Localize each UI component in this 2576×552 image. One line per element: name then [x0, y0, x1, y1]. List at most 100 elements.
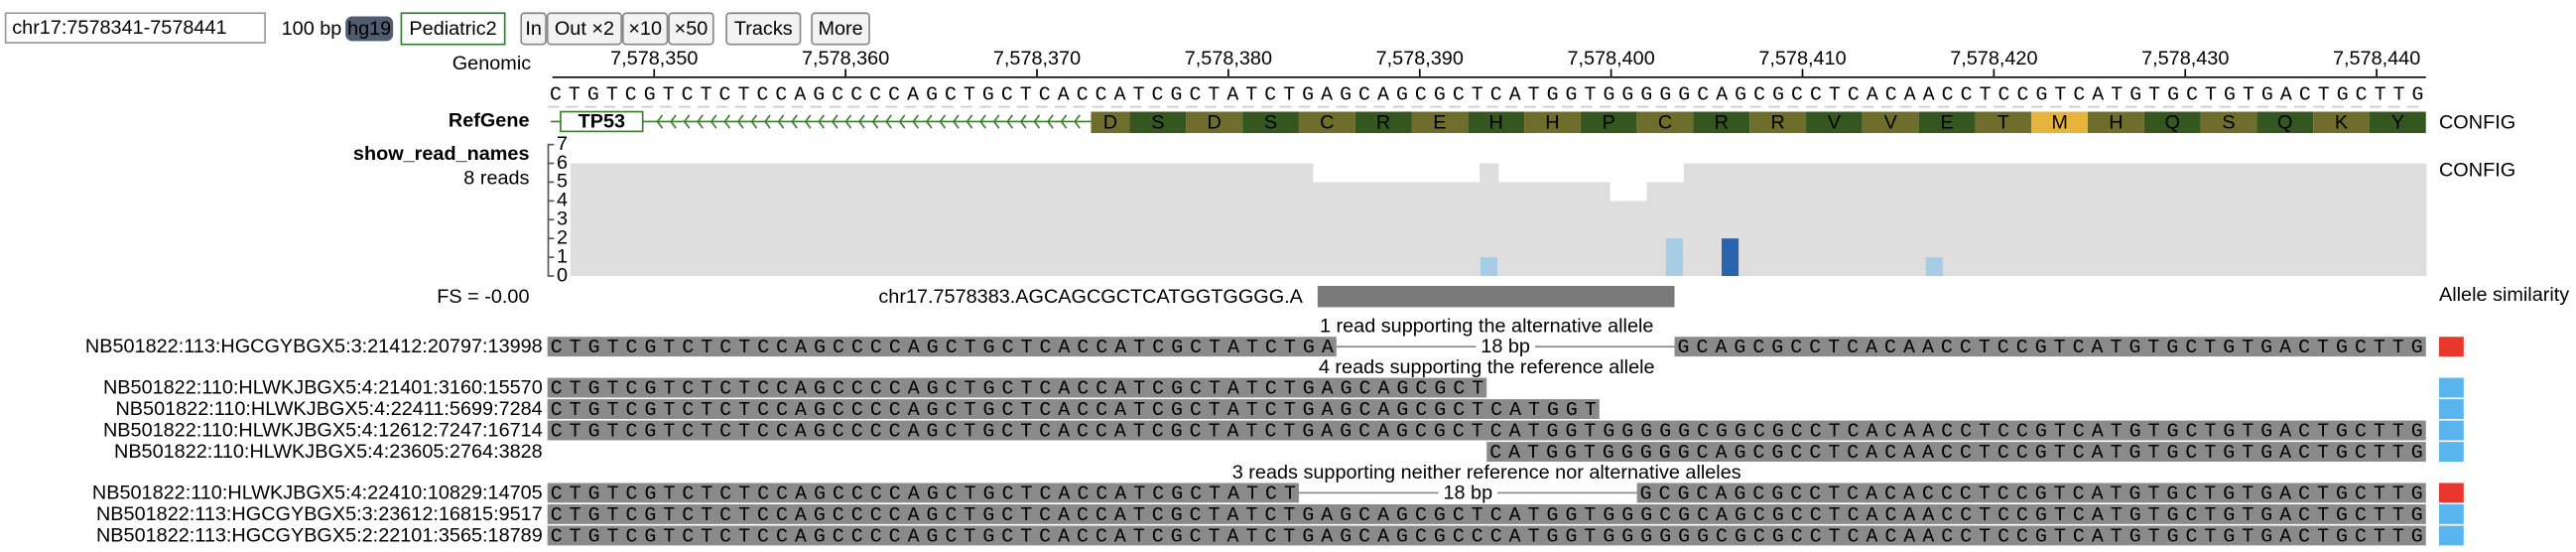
deletion-label: 18 bp — [1481, 336, 1530, 357]
amino-acid-box — [1186, 111, 1243, 134]
ruler-tick-label: 7,578,410 — [1758, 48, 1846, 69]
coverage-bar — [2017, 163, 2037, 276]
coverage-bar — [700, 163, 720, 276]
coverage-bar — [2073, 163, 2093, 276]
strand-chevron — [871, 114, 879, 129]
coverage-bar — [2222, 163, 2242, 276]
coverage-bar — [1757, 163, 1777, 276]
coverage-bar — [2277, 163, 2297, 276]
coverage-bar — [2128, 163, 2148, 276]
strand-chevron — [670, 114, 677, 129]
amino-acid: S — [2222, 111, 2235, 133]
amino-acid-box — [1918, 111, 1976, 134]
strand-chevron — [818, 114, 826, 129]
dataset-text: Pediatric2 — [409, 18, 496, 40]
ruler-tick-label: 7,578,400 — [1567, 48, 1654, 69]
group-title: 1 read supporting the alternative allele — [1320, 316, 1653, 338]
config-link[interactable]: CONFIG — [2439, 111, 2515, 133]
amino-acid: M — [2051, 111, 2068, 133]
amino-acid-box — [2313, 111, 2370, 134]
amino-acid: E — [1433, 111, 1446, 133]
amino-acid-box — [2143, 111, 2201, 134]
coverage-bar — [1461, 182, 1481, 276]
toolbar-button[interactable] — [520, 12, 547, 46]
read-name: NB501822:113:HGCGYBGX5:3:23612:16815:951… — [96, 503, 543, 525]
strand-chevron — [898, 114, 906, 129]
toolbar-button[interactable] — [621, 12, 669, 46]
coverage-bar — [1776, 163, 1796, 276]
coverage-bar — [1794, 163, 1815, 276]
gene-box — [560, 110, 644, 133]
coverage-bar — [1034, 163, 1054, 276]
coverage-bar — [1015, 163, 1036, 276]
coverage-bar — [2351, 163, 2372, 276]
coverage-bar — [682, 163, 702, 276]
coverage-bar — [2054, 163, 2075, 276]
allele-similarity — [2438, 337, 2464, 357]
coverage-bar — [2240, 163, 2260, 276]
coverage-bar — [830, 163, 850, 276]
amino-acid: H — [1545, 111, 1559, 133]
coverage-bar — [996, 163, 1017, 276]
locus-text: chr17:7578341-7578441 — [12, 17, 226, 39]
toolbar-button[interactable] — [668, 12, 714, 46]
coverage-bar — [644, 163, 665, 276]
amino-acid-box — [1524, 111, 1581, 134]
strand-chevron — [764, 114, 771, 129]
toolbar-button[interactable] — [546, 12, 622, 46]
coverage-bar — [1516, 182, 1536, 276]
coverage-bar — [2036, 163, 2056, 276]
coverage-bar — [1962, 163, 1982, 276]
read-name: NB501822:110:HLWKJBGX5:4:21401:3160:1557… — [103, 377, 543, 399]
amino-acid: R — [1715, 111, 1729, 133]
amino-acid-box — [1298, 111, 1355, 134]
coverage-tick-label: 0 — [557, 264, 568, 286]
coverage-bar — [1553, 182, 1574, 276]
ruler-tick-label: 7,578,380 — [1185, 48, 1272, 69]
strand-chevron — [777, 114, 785, 129]
amino-acid-box — [1636, 111, 1694, 134]
coverage-bar — [941, 163, 962, 276]
coverage-bar — [2258, 163, 2278, 276]
allele-similarity — [2438, 377, 2464, 398]
amino-acid-box — [1468, 111, 1525, 134]
read-segment — [547, 377, 1487, 398]
coverage-bar — [1238, 163, 1258, 276]
coverage-bar — [1906, 163, 1926, 276]
read-name: NB501822:113:HGCGYBGX5:2:22101:3565:1878… — [96, 525, 543, 547]
amino-acid-box — [1354, 111, 1412, 134]
read-name: NB501822:110:HLWKJBGX5:4:22411:5699:7284 — [115, 398, 542, 420]
read-segment — [547, 483, 1299, 503]
config-link[interactable]: CONFIG — [2439, 159, 2515, 181]
allele-similarity — [2438, 483, 2464, 503]
strand-chevron — [709, 114, 717, 129]
coverage-bar — [1832, 163, 1852, 276]
allele-similarity — [2438, 525, 2464, 546]
coverage-bar — [1868, 163, 1889, 276]
coverage-bar — [1627, 201, 1648, 276]
coverage-bar — [1350, 182, 1369, 276]
ruler-tick-label: 7,578,420 — [1950, 48, 2037, 69]
coverage-bar — [588, 163, 608, 276]
toolbar-button[interactable] — [725, 12, 802, 46]
read-name: NB501822:110:HLWKJBGX5:4:12612:7247:1671… — [103, 420, 543, 442]
read-segment — [547, 399, 1600, 419]
mismatch-bar — [1665, 238, 1683, 276]
refgene-label: RefGene — [449, 110, 530, 132]
amino-acid: H — [2109, 111, 2123, 133]
coverage-bar — [1108, 163, 1128, 276]
allele-similarity — [2438, 399, 2464, 419]
amino-acid: D — [1103, 111, 1117, 133]
coverage-bar — [1998, 163, 2019, 276]
amino-acid: S — [1264, 111, 1277, 133]
read-segment — [547, 504, 2426, 524]
toolbar-button[interactable] — [811, 12, 870, 46]
locus-input[interactable] — [4, 12, 266, 44]
read-name: NB501822:113:HGCGYBGX5:3:21412:20797:139… — [85, 336, 543, 357]
amino-acid-box — [1129, 111, 1187, 134]
allele-similarity — [2438, 442, 2464, 462]
group-title: 3 reads supporting neither reference nor… — [1232, 462, 1741, 483]
coverage-label: show_read_names — [353, 143, 530, 165]
dataset-button[interactable] — [400, 12, 506, 46]
